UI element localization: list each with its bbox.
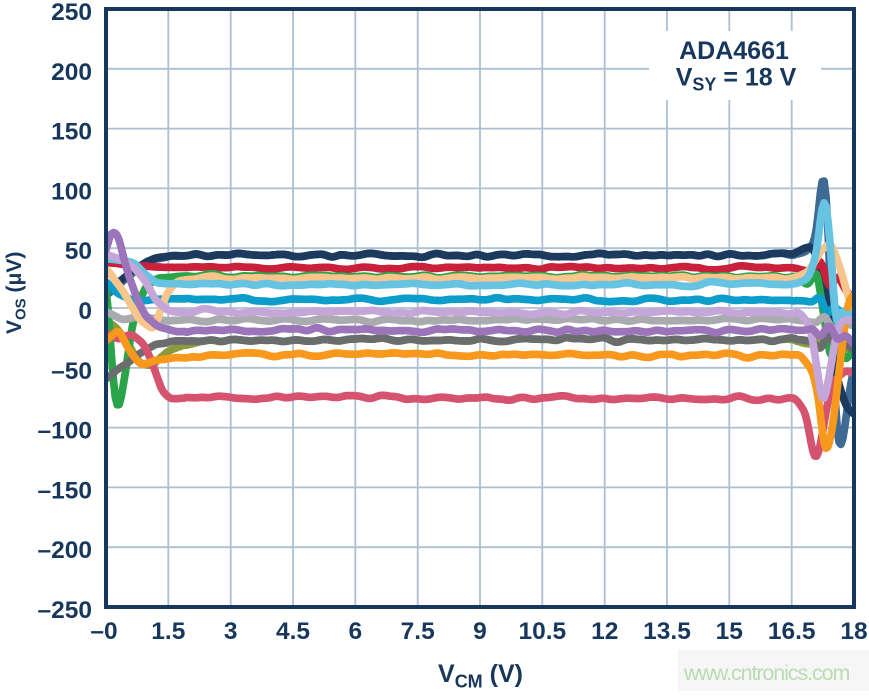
svg-text:250: 250	[51, 0, 92, 26]
svg-text:–100: –100	[37, 418, 92, 445]
svg-text:16.5: 16.5	[768, 618, 816, 645]
svg-text:12: 12	[591, 618, 618, 645]
svg-text:50: 50	[65, 238, 92, 265]
svg-text:10.5: 10.5	[518, 618, 566, 645]
svg-text:200: 200	[51, 59, 92, 86]
svg-text:15: 15	[716, 618, 743, 645]
svg-text:3: 3	[224, 618, 238, 645]
svg-text:–250: –250	[37, 597, 92, 624]
svg-text:150: 150	[51, 119, 92, 146]
svg-text:0: 0	[78, 298, 92, 325]
svg-text:1.5: 1.5	[151, 618, 185, 645]
svg-text:7.5: 7.5	[401, 618, 435, 645]
svg-text:VSY = 18 V: VSY = 18 V	[676, 64, 797, 95]
svg-text:100: 100	[51, 178, 92, 205]
svg-text:VOS (μV): VOS (μV)	[3, 252, 30, 334]
svg-text:4.5: 4.5	[276, 618, 310, 645]
svg-text:9: 9	[473, 618, 487, 645]
svg-text:–200: –200	[37, 537, 92, 564]
svg-text:6: 6	[348, 618, 362, 645]
svg-text:18: 18	[840, 618, 867, 645]
svg-text:ADA4661: ADA4661	[679, 37, 789, 65]
svg-text:–50: –50	[51, 358, 92, 385]
svg-text:–0: –0	[90, 618, 117, 645]
svg-text:–150: –150	[37, 477, 92, 504]
svg-text:www.cntronics.com: www.cntronics.com	[683, 661, 849, 685]
svg-text:13.5: 13.5	[643, 618, 691, 645]
